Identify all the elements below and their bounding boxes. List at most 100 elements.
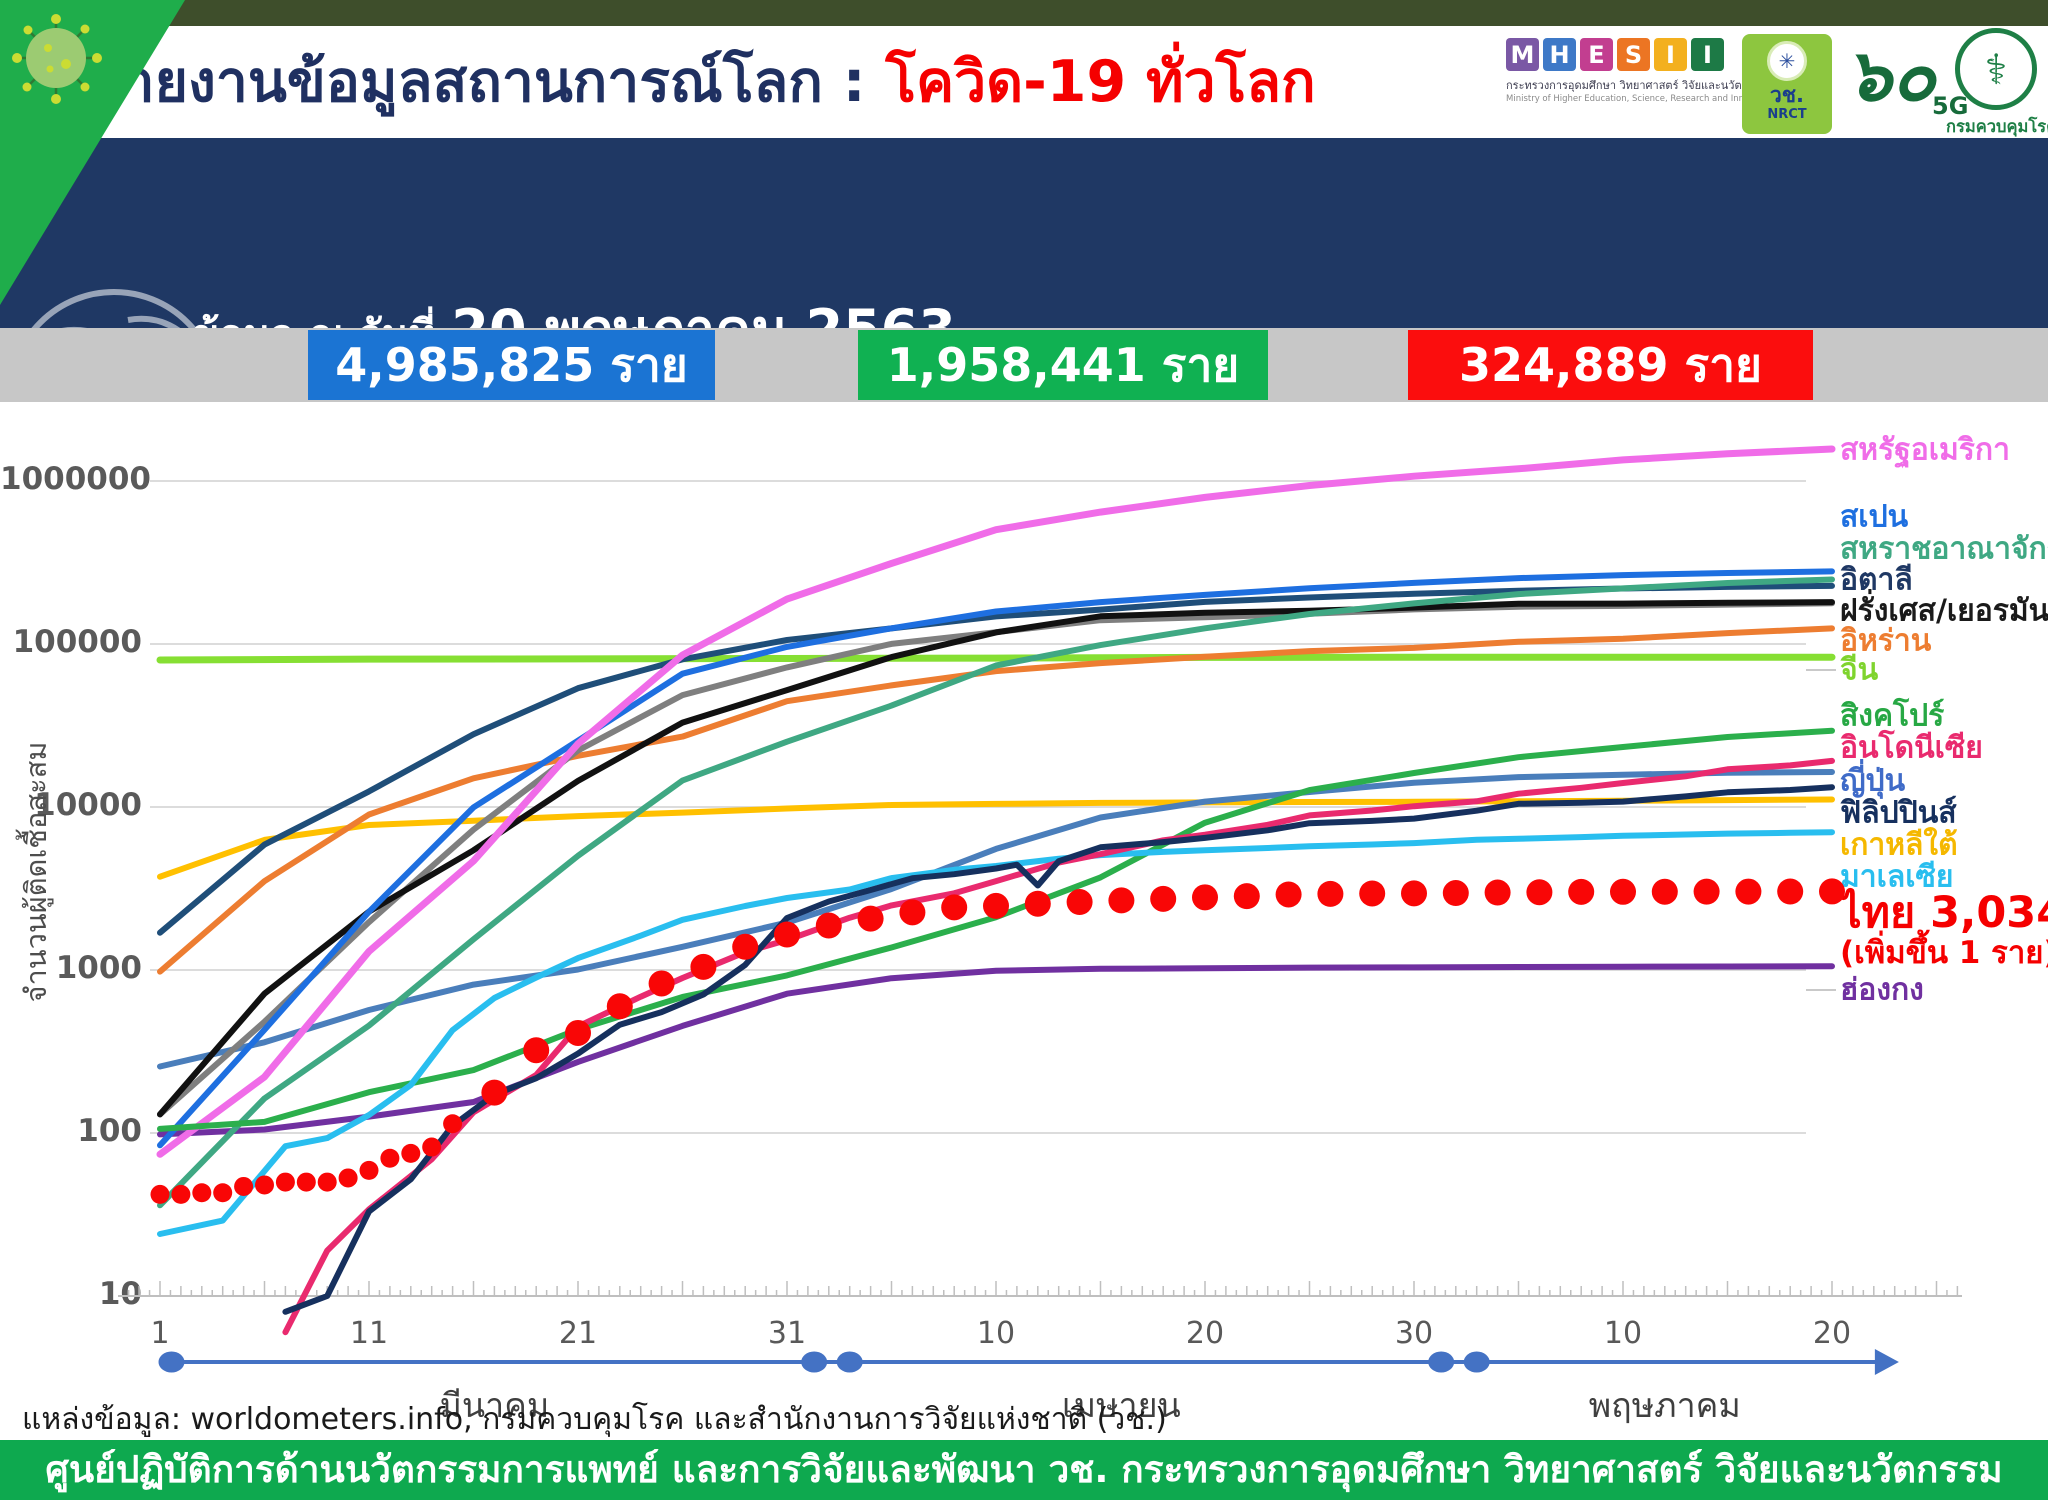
series-line-china: [156, 653, 1836, 664]
timeline-dot: [158, 1351, 185, 1373]
x-tick-label-day0: 1: [150, 1316, 170, 1351]
globe-icon: [31, 289, 197, 328]
x-tick-label-day70: 10: [1603, 1316, 1643, 1351]
series-dot-thailand: [380, 1148, 400, 1168]
mhesi-letter-tile-3: S: [1617, 38, 1650, 71]
series-dot-thailand: [983, 892, 1009, 919]
series-dot-thailand: [338, 1168, 358, 1188]
series-dot-thailand: [1735, 878, 1762, 905]
mhesi-letter-tile-0: M: [1506, 38, 1539, 71]
stat-value-total: 4,985,825 ราย: [308, 330, 715, 400]
moph-emblem-icon: ⚕: [1955, 28, 2037, 110]
series-dot-thailand: [1192, 884, 1218, 911]
series-line-japan: [157, 769, 1835, 1070]
series-dot-thailand: [523, 1037, 550, 1064]
legend-label-0: สหรัฐอเมริกา: [1840, 432, 2010, 468]
legend-label-14: (เพิ่มขึ้น 1 ราย): [1840, 935, 2048, 971]
mhesi-caption-th: กระทรวงการอุดมศึกษา วิทยาศาสตร์ วิจัยและ…: [1506, 79, 1768, 92]
legend-label-7: สิงคโปร์: [1840, 698, 1945, 734]
legend-label-8: อินโดนีเซีย: [1840, 730, 1983, 766]
mhesi-letter-tile-5: I: [1691, 38, 1724, 71]
mhesi-letter-tile-2: E: [1580, 38, 1613, 71]
x-tick-label-day80: 20: [1812, 1316, 1852, 1351]
data-source-note: แหล่งข้อมูล: worldometers.info, กรมควบคุ…: [22, 1402, 1167, 1437]
nrct-abbr: NRCT: [1767, 107, 1807, 122]
series-dot-thailand: [774, 921, 800, 948]
series-dot-thailand: [255, 1175, 274, 1195]
timeline-dot: [801, 1351, 828, 1373]
month-label-มีนาคม: มีนาคม: [439, 1386, 550, 1426]
legend-label-2: สหราชอาณาจักร: [1840, 531, 2048, 567]
month-label-พฤษภาคม: พฤษภาคม: [1588, 1386, 1741, 1426]
x-tick-label-day50: 20: [1185, 1316, 1225, 1351]
series-line-indonesia: [282, 757, 1835, 1336]
series-dot-thailand: [481, 1079, 508, 1106]
legend-label-15: ฮ่องกง: [1840, 972, 1924, 1008]
series-dot-thailand: [857, 905, 884, 932]
moph-caption: กรมควบคุมโรค: [1946, 117, 2048, 136]
series-dot-thailand: [1275, 881, 1302, 908]
series-dot-thailand: [296, 1172, 316, 1192]
series-dot-thailand: [815, 912, 842, 939]
x-tick-label-day20: 21: [558, 1316, 598, 1351]
x-tick-label-day10: 11: [349, 1316, 389, 1351]
series-dot-thailand: [648, 970, 675, 997]
legend-label-11: เกาหลีใต้: [1840, 827, 1958, 863]
series-dot-thailand: [317, 1172, 337, 1192]
nrct-thai-abbr: วช.: [1769, 83, 1805, 107]
series-line-uk: [157, 576, 1835, 1209]
series-dot-thailand: [1024, 890, 1051, 917]
series-line-france: [157, 599, 1835, 1118]
series-dot-thailand: [234, 1176, 254, 1196]
series-dot-thailand: [1568, 878, 1595, 905]
y-tick-label-1000: 1000: [55, 950, 142, 986]
legend-label-4: ฝรั่งเศส/เยอรมัน: [1840, 593, 2048, 629]
anniversary-5g-tag: 5G: [1932, 92, 1969, 120]
page-title: รายงานข้อมูลสถานการณ์โลก : โควิด-19 ทั่ว…: [92, 26, 1316, 138]
month-label-เมษายน: เมษายน: [1062, 1386, 1181, 1426]
legend-label-12: มาเลเซีย: [1840, 859, 1954, 895]
series-line-philippines: [282, 784, 1835, 1315]
footer-banner: ศูนย์ปฏิบัติการด้านนวัตกรรมการแพทย์ และก…: [0, 1440, 2048, 1500]
x-tick-label-day60: 30: [1394, 1316, 1434, 1351]
y-tick-label-1000000: 1000000: [0, 461, 151, 497]
series-dot-thailand: [1317, 880, 1344, 907]
legend-label-1: สเปน: [1840, 499, 1909, 535]
legend-label-6: จีน: [1840, 652, 1879, 688]
date-prefix: ข้อมูล ณ วันที่: [192, 302, 435, 328]
legend-label-13: ไทย 3,034: [1840, 888, 2048, 938]
x-tick-label-day40: 10: [976, 1316, 1016, 1351]
series-dot-thailand: [941, 894, 968, 921]
mhesi-caption-en: Ministry of Higher Education, Science, R…: [1506, 94, 1776, 104]
series-dot-thailand: [1526, 879, 1553, 906]
legend-label-3: อิตาลี: [1840, 562, 1913, 598]
timeline-dot: [836, 1351, 863, 1373]
series-dot-thailand: [1233, 883, 1260, 910]
y-tick-label-10: 10: [98, 1276, 142, 1312]
series-dot-thailand: [1693, 878, 1720, 905]
series-line-spain: [157, 568, 1835, 1149]
series-line-hongkong: [157, 963, 1835, 1138]
series-dot-thailand: [899, 899, 926, 926]
virus-icon: [12, 14, 102, 104]
mhesi-letter-tile-4: I: [1654, 38, 1687, 71]
series-dot-thailand: [1401, 880, 1427, 907]
x-tick-label-day30: 31: [767, 1316, 807, 1351]
anniversary-logo: ๖๐ 5G: [1846, 30, 1968, 120]
data-date-line: ข้อมูล ณ วันที่ 20 พฤษภาคม 2563: [192, 286, 956, 328]
series-dot-thailand: [1777, 878, 1804, 905]
anniversary-numeral: ๖๐: [1846, 33, 1936, 117]
nrct-logo: ✳ วช. NRCT: [1742, 34, 1832, 134]
series-dot-thailand: [1819, 878, 1845, 905]
series-dot-thailand: [150, 1184, 170, 1204]
top-olive-strip: [0, 0, 2048, 26]
series-dot-thailand: [275, 1172, 295, 1192]
series-dot-thailand: [732, 933, 759, 960]
series-dot-thailand: [606, 993, 633, 1020]
y-tick-label-10000: 10000: [34, 787, 142, 823]
series-dot-thailand: [1484, 879, 1511, 906]
mhesi-letter-tile-1: H: [1543, 38, 1576, 71]
nrct-emblem-icon: ✳: [1767, 41, 1807, 81]
